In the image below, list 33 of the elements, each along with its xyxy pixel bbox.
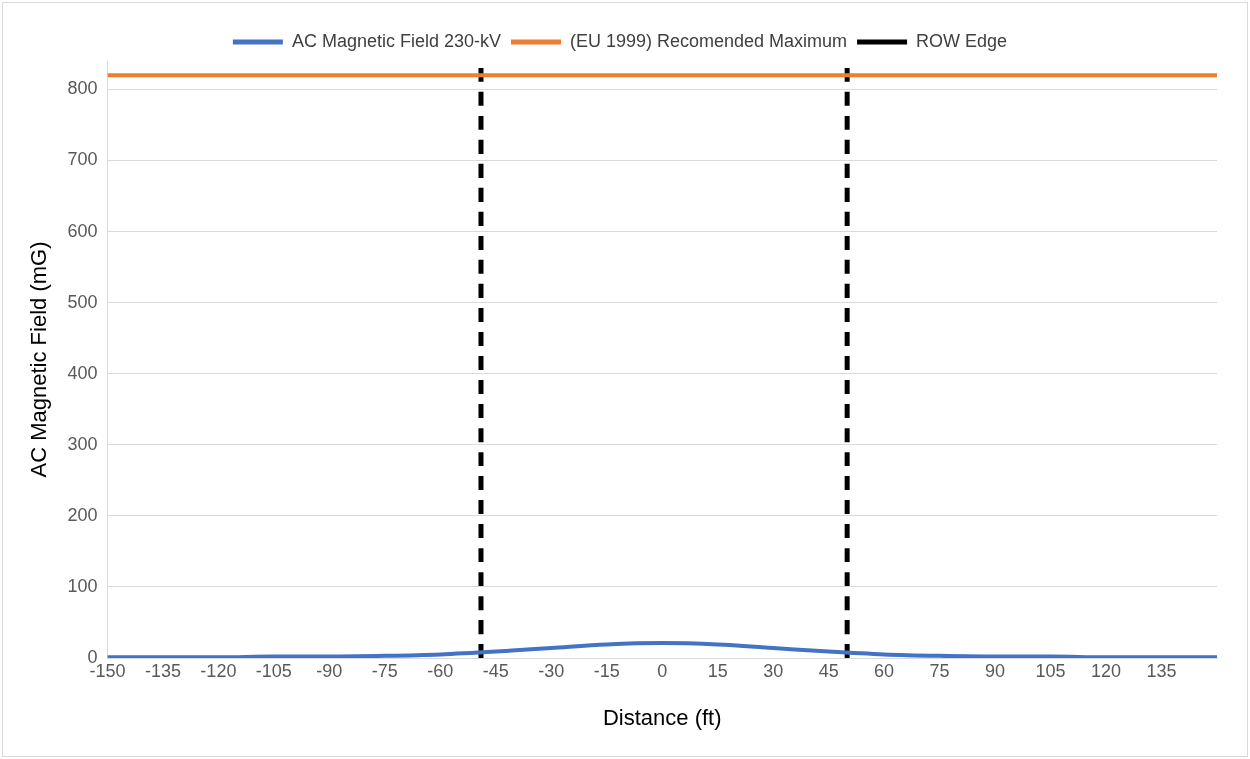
x-tick-label: 60 <box>874 660 895 681</box>
x-tick-label: -90 <box>316 660 343 681</box>
x-tick-label: 105 <box>1035 660 1066 681</box>
x-tick-label: 120 <box>1091 660 1122 681</box>
x-tick-label: 30 <box>763 660 784 681</box>
x-tick-label: 0 <box>657 660 668 681</box>
y-tick-label: 800 <box>67 78 98 99</box>
x-tick-label: -30 <box>538 660 565 681</box>
x-tick-label: -120 <box>200 660 237 681</box>
y-tick-label: 400 <box>67 362 98 383</box>
line-series <box>107 641 1217 658</box>
x-tick-label: -135 <box>144 660 181 681</box>
x-tick-label: 90 <box>985 660 1006 681</box>
x-tick-label: -45 <box>482 660 509 681</box>
x-tick-label: -75 <box>371 660 398 681</box>
x-tick-label: -60 <box>427 660 454 681</box>
y-tick-label: 200 <box>67 504 98 525</box>
x-tick-label: 15 <box>707 660 728 681</box>
y-tick-label: 500 <box>67 291 98 312</box>
legend-label: ROW Edge <box>916 30 1008 51</box>
x-tick-label: 75 <box>929 660 950 681</box>
legend-label: (EU 1999) Recomended Maximum <box>569 30 848 51</box>
y-tick-label: 300 <box>67 433 98 454</box>
x-tick-label: 135 <box>1146 660 1177 681</box>
y-tick-label: 100 <box>67 575 98 596</box>
x-tick-label: -15 <box>593 660 620 681</box>
legend-label: AC Magnetic Field 230-kV <box>291 30 501 51</box>
y-tick-label: 600 <box>67 220 98 241</box>
x-tick-label: 45 <box>818 660 839 681</box>
y-axis-title: AC Magnetic Field (mG) <box>26 241 52 478</box>
x-axis-title: Distance (ft) <box>602 704 722 730</box>
x-tick-label: -105 <box>255 660 292 681</box>
y-tick-label: 700 <box>67 149 98 170</box>
